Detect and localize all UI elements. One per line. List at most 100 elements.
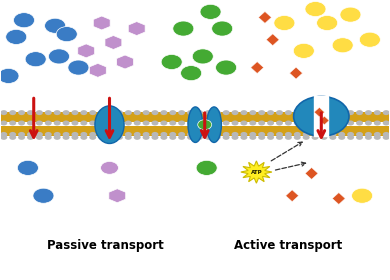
- Circle shape: [45, 110, 52, 115]
- Circle shape: [312, 110, 319, 115]
- Ellipse shape: [95, 106, 124, 143]
- Polygon shape: [259, 11, 271, 23]
- Circle shape: [258, 110, 265, 115]
- Circle shape: [223, 110, 230, 115]
- Circle shape: [374, 132, 381, 137]
- Circle shape: [216, 60, 237, 75]
- Circle shape: [214, 132, 221, 137]
- Circle shape: [338, 120, 345, 125]
- Circle shape: [294, 97, 349, 136]
- Circle shape: [181, 66, 202, 81]
- Circle shape: [18, 160, 38, 175]
- Circle shape: [240, 120, 247, 125]
- Circle shape: [285, 120, 292, 125]
- Circle shape: [205, 120, 212, 125]
- Circle shape: [151, 120, 158, 125]
- Circle shape: [285, 135, 292, 140]
- Circle shape: [36, 120, 43, 125]
- Circle shape: [356, 120, 363, 125]
- Circle shape: [178, 135, 185, 140]
- Polygon shape: [117, 55, 133, 69]
- Circle shape: [151, 110, 158, 115]
- Circle shape: [107, 120, 114, 125]
- Circle shape: [338, 132, 345, 137]
- Circle shape: [312, 135, 319, 140]
- Circle shape: [267, 110, 274, 115]
- Circle shape: [232, 120, 239, 125]
- Circle shape: [116, 135, 123, 140]
- Circle shape: [107, 110, 114, 115]
- Circle shape: [347, 132, 354, 137]
- Circle shape: [54, 135, 61, 140]
- Circle shape: [27, 120, 34, 125]
- Circle shape: [0, 68, 19, 83]
- Circle shape: [205, 135, 212, 140]
- Circle shape: [383, 135, 390, 140]
- Circle shape: [143, 120, 150, 125]
- Circle shape: [240, 110, 247, 115]
- Text: ATP: ATP: [251, 170, 262, 174]
- Circle shape: [383, 120, 390, 125]
- Circle shape: [294, 120, 301, 125]
- Circle shape: [62, 135, 69, 140]
- Circle shape: [285, 110, 292, 115]
- Circle shape: [196, 120, 203, 125]
- Circle shape: [125, 135, 132, 140]
- Text: Passive transport: Passive transport: [47, 239, 164, 252]
- Circle shape: [89, 110, 96, 115]
- Circle shape: [356, 132, 363, 137]
- Circle shape: [196, 160, 217, 175]
- Circle shape: [198, 120, 212, 130]
- Circle shape: [0, 135, 7, 140]
- Circle shape: [285, 132, 292, 137]
- Circle shape: [33, 188, 54, 203]
- Circle shape: [214, 135, 221, 140]
- Circle shape: [18, 120, 25, 125]
- Circle shape: [178, 132, 185, 137]
- Circle shape: [0, 132, 7, 137]
- Circle shape: [196, 132, 203, 137]
- Circle shape: [303, 132, 310, 137]
- Circle shape: [293, 43, 314, 58]
- Circle shape: [214, 110, 221, 115]
- Circle shape: [173, 21, 194, 36]
- Circle shape: [48, 49, 69, 64]
- Circle shape: [143, 132, 150, 137]
- Circle shape: [383, 110, 390, 115]
- Bar: [1, 112, 389, 122]
- Circle shape: [347, 135, 354, 140]
- Circle shape: [80, 132, 87, 137]
- Circle shape: [161, 55, 182, 69]
- Circle shape: [9, 132, 16, 137]
- Circle shape: [365, 110, 372, 115]
- Circle shape: [80, 110, 87, 115]
- Circle shape: [267, 135, 274, 140]
- Circle shape: [89, 120, 96, 125]
- Circle shape: [27, 132, 34, 137]
- Circle shape: [187, 110, 194, 115]
- Circle shape: [338, 110, 345, 115]
- Circle shape: [321, 110, 328, 115]
- Circle shape: [340, 7, 361, 22]
- Circle shape: [71, 110, 78, 115]
- Circle shape: [258, 132, 265, 137]
- Circle shape: [240, 132, 247, 137]
- Circle shape: [205, 110, 212, 115]
- Circle shape: [101, 162, 119, 174]
- Circle shape: [329, 110, 336, 115]
- Circle shape: [134, 135, 141, 140]
- Circle shape: [44, 18, 66, 33]
- Polygon shape: [320, 116, 329, 125]
- Circle shape: [276, 110, 283, 115]
- Circle shape: [98, 132, 105, 137]
- Circle shape: [352, 188, 372, 203]
- Circle shape: [232, 132, 239, 137]
- Circle shape: [347, 110, 354, 115]
- Circle shape: [303, 110, 310, 115]
- Circle shape: [18, 135, 25, 140]
- Circle shape: [312, 120, 319, 125]
- Circle shape: [374, 110, 381, 115]
- Polygon shape: [78, 44, 95, 58]
- Circle shape: [332, 38, 353, 53]
- Circle shape: [169, 110, 176, 115]
